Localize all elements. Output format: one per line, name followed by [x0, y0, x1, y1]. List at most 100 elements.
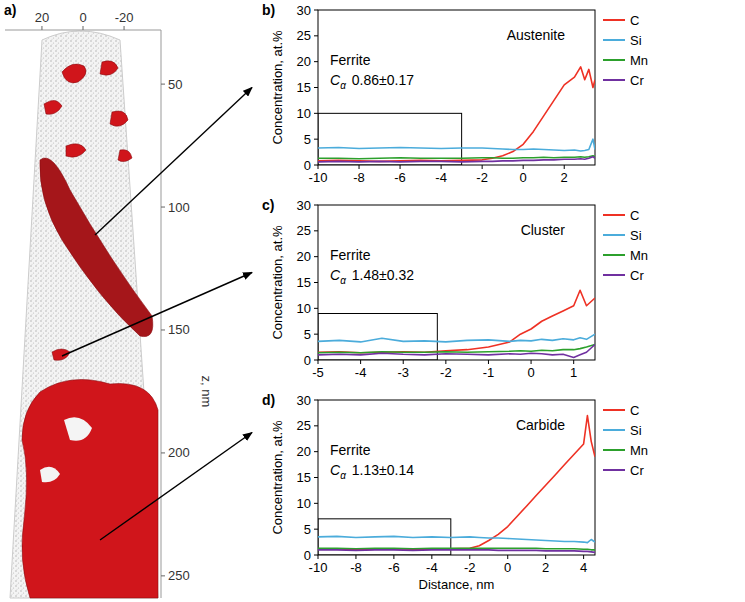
x-tick: [400, 165, 401, 169]
x-tick-label: -4: [435, 170, 447, 185]
y-tick: [314, 61, 318, 62]
y-tick: [314, 282, 318, 283]
x-tick-label: -6: [388, 560, 400, 575]
isosurface-hole: [64, 417, 92, 440]
y-tick: [314, 451, 318, 452]
x-tick: [359, 165, 360, 169]
x-tick: [318, 555, 319, 559]
plot-frame: [318, 10, 595, 165]
legend-label: C: [630, 403, 639, 418]
y-tick: [314, 334, 318, 335]
z-tick-label: 200: [168, 445, 190, 460]
figure: 200-2050100150200250z, nma)051015202530-…: [0, 0, 745, 602]
z-tick-label: 100: [168, 200, 190, 215]
legend: CSiMnCr: [603, 13, 648, 88]
legend-swatch: [603, 59, 625, 61]
composition-value: 0.86±0.17: [352, 72, 414, 88]
z-tick: [161, 329, 165, 330]
y-tick-label: 25: [297, 418, 311, 433]
panel-c: 051015202530-5-4-3-2-101Concentration, a…: [262, 197, 648, 380]
x-tick: [488, 360, 489, 364]
composition-subscript: α: [340, 80, 346, 91]
x-tick-label: -20: [115, 10, 134, 25]
y-tick-label: 20: [297, 249, 311, 264]
x-tick-label: -8: [350, 560, 362, 575]
panel-letter: a): [4, 2, 16, 18]
y-tick-label: 15: [297, 470, 311, 485]
y-tick: [314, 139, 318, 140]
x-tick: [441, 165, 442, 169]
x-tick: [545, 555, 546, 559]
legend-label: Mn: [630, 248, 648, 263]
panel-letter: c): [262, 197, 274, 213]
series-line: [318, 67, 595, 162]
x-tick: [83, 26, 84, 30]
y-tick: [314, 10, 318, 11]
x-axis-title: Distance, nm: [419, 577, 495, 592]
y-tick: [314, 425, 318, 426]
y-tick: [314, 529, 318, 530]
z-tick-label: 250: [168, 568, 190, 583]
y-axis-title: Concentration, at.%: [270, 30, 285, 145]
phase-label: Ferrite: [330, 247, 371, 263]
y-tick-label: 5: [304, 522, 311, 537]
series-line: [318, 139, 595, 151]
x-tick: [431, 555, 432, 559]
x-tick: [318, 360, 319, 364]
x-tick-label: -2: [464, 560, 476, 575]
z-axis-title: z, nm: [199, 376, 214, 408]
y-tick: [314, 35, 318, 36]
series-line: [318, 334, 595, 342]
legend-label: C: [630, 13, 639, 28]
y-tick-label: 20: [297, 54, 311, 69]
legend-swatch: [603, 39, 625, 41]
x-tick: [124, 26, 125, 30]
x-tick-label: -2: [440, 365, 452, 380]
isosurface: [118, 150, 132, 162]
series-line: [318, 157, 595, 162]
composition-value: 1.13±0.14: [352, 462, 414, 478]
composition-label: Cα1.48±0.32: [330, 267, 414, 286]
plot-area: [318, 290, 595, 360]
isosurface: [52, 349, 70, 360]
legend-label: Si: [630, 33, 642, 48]
legend-label: Cr: [630, 463, 644, 478]
y-tick-label: 5: [304, 327, 311, 342]
series-line: [318, 416, 595, 550]
y-tick: [314, 113, 318, 114]
x-tick: [318, 165, 319, 169]
x-tick-label: 0: [520, 170, 527, 185]
legend-label: Mn: [630, 443, 648, 458]
specimen-needle: [10, 31, 158, 598]
y-tick-label: 10: [297, 106, 311, 121]
legend-swatch: [603, 254, 625, 256]
x-tick: [531, 360, 532, 364]
x-tick: [507, 555, 508, 559]
pointer-arrow: [100, 433, 252, 541]
x-tick: [355, 555, 356, 559]
series-line: [318, 290, 595, 353]
x-tick: [523, 165, 524, 169]
composition-label: Cα0.86±0.17: [330, 72, 414, 91]
y-tick-label: 15: [297, 275, 311, 290]
series-line: [318, 345, 595, 353]
x-tick-label: 1: [570, 365, 577, 380]
isosurface: [62, 64, 86, 83]
panel-a: 200-2050100150200250z, nma): [4, 2, 214, 598]
panel-d: 051015202530-10-8-6-4-2024Concentration,…: [262, 392, 648, 592]
z-tick-label: 150: [168, 322, 190, 337]
x-tick-label: 0: [79, 10, 86, 25]
legend-swatch: [603, 234, 625, 236]
x-tick: [403, 360, 404, 364]
y-tick: [314, 205, 318, 206]
y-tick: [314, 400, 318, 401]
isosurface: [44, 100, 62, 114]
composition-label: Cα1.13±0.14: [330, 462, 414, 481]
z-tick-label: 50: [168, 77, 182, 92]
x-tick-label: -2: [476, 170, 488, 185]
z-tick: [161, 575, 165, 576]
region-label: Carbide: [516, 417, 565, 433]
x-tick-label: -4: [426, 560, 438, 575]
legend-swatch: [603, 449, 625, 451]
x-tick: [573, 360, 574, 364]
